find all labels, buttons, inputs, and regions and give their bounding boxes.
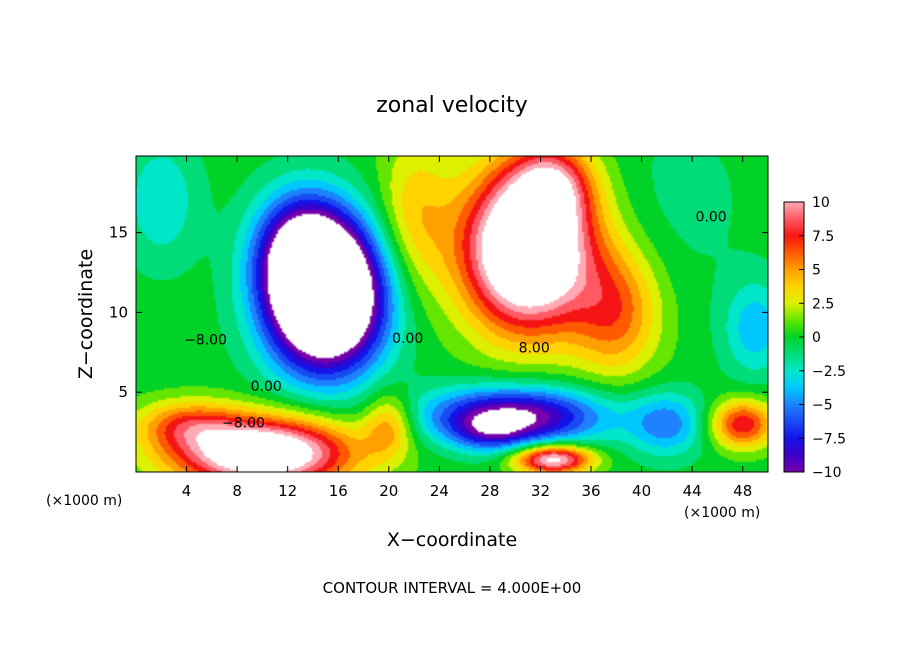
colorbar-tick-label: −7.5 — [812, 431, 846, 447]
y-axis-label: Z−coordinate — [75, 249, 97, 379]
plot-area — [135, 155, 769, 473]
colorbar-tick-label: 10 — [812, 195, 830, 211]
x-tick-label: 32 — [531, 482, 550, 500]
x-tick-label: 4 — [182, 482, 192, 500]
x-axis-ticks: 4 8 12 16 20 24 28 32 36 40 44 48 — [182, 156, 752, 500]
x-tick-label: 40 — [632, 482, 651, 500]
colorbar-tick-label: −2.5 — [812, 364, 846, 380]
contour-label: 0.00 — [251, 379, 282, 395]
contour-label: 8.00 — [519, 341, 550, 357]
x-tick-label: 44 — [683, 482, 702, 500]
contour-label: −8.00 — [222, 416, 265, 432]
colorbar-tick-label: 7.5 — [812, 229, 834, 245]
contour-label: 0.00 — [696, 210, 727, 226]
x-unit-left: (×1000 m) — [46, 493, 122, 509]
colorbar-tick-label: 0 — [812, 330, 821, 346]
x-tick-label: 16 — [329, 482, 348, 500]
chart-title: zonal velocity — [376, 93, 528, 118]
x-tick-label: 20 — [379, 482, 398, 500]
y-axis-ticks: 5 10 15 — [109, 224, 768, 401]
colorbar-ticks: 10 7.5 5 2.5 0 −2.5 −5 −7.5 −10 — [799, 195, 846, 481]
colorbar: 10 7.5 5 2.5 0 −2.5 −5 −7.5 −10 — [783, 195, 846, 481]
x-tick-label: 48 — [733, 482, 752, 500]
x-tick-label: 24 — [430, 482, 449, 500]
x-tick-label: 28 — [480, 482, 499, 500]
contour-labels: −8.00 −8.00 0.00 0.00 8.00 0.00 — [184, 210, 727, 432]
y-tick-label: 10 — [109, 303, 128, 321]
x-unit-right: (×1000 m) — [684, 505, 760, 521]
contour-label: 0.00 — [392, 331, 423, 347]
colorbar-tick-label: −5 — [812, 398, 833, 414]
y-tick-label: 15 — [109, 224, 128, 242]
plot-frame — [135, 155, 769, 473]
colorbar-tick-label: −10 — [812, 465, 842, 481]
colorbar-tick-label: 5 — [812, 263, 821, 279]
x-tick-label: 36 — [581, 482, 600, 500]
velocity-field — [136, 156, 768, 472]
x-tick-label: 12 — [278, 482, 297, 500]
x-axis-label: X−coordinate — [387, 529, 517, 551]
x-tick-label: 8 — [232, 482, 242, 500]
colorbar-tick-label: 2.5 — [812, 296, 834, 312]
contour-interval-note: CONTOUR INTERVAL = 4.000E+00 — [323, 579, 582, 597]
y-tick-label: 5 — [118, 383, 128, 401]
contour-label: −8.00 — [184, 333, 227, 349]
